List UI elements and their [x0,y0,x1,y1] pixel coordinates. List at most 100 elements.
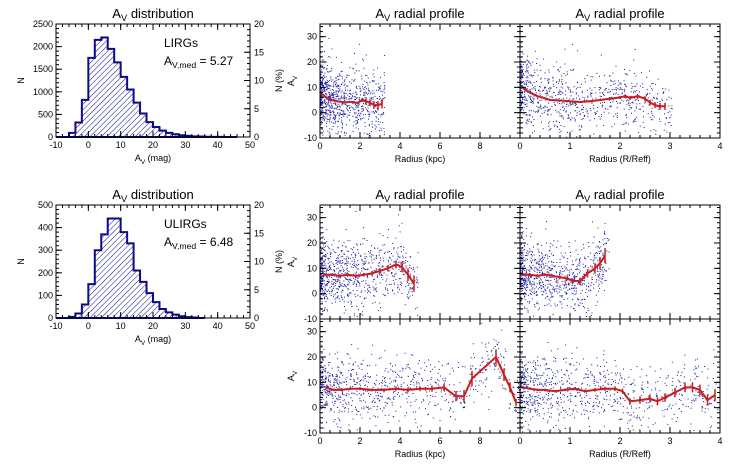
scatter-point [364,262,366,264]
scatter-point [357,122,359,124]
scatter-point [332,111,334,113]
scatter-point [381,273,383,275]
scatter-point [521,252,523,254]
scatter-point [321,279,323,281]
scatter-point [551,274,553,275]
x-axis-label: Radius (R/Reff) [589,154,651,164]
scatter-point [327,118,328,120]
scatter-point [354,112,356,114]
scatter-point [662,92,664,94]
scatter-point [356,117,358,119]
scatter-point [326,252,328,254]
scatter-point [596,301,598,303]
scatter-point [544,93,546,95]
scatter-point [363,67,365,69]
scatter-point [590,79,592,81]
scatter-point [587,307,589,309]
scatter-point [364,253,366,255]
scatter-point [344,100,346,101]
scatter-point [520,83,522,85]
scatter-point [582,108,584,110]
scatter-point [530,63,532,65]
scatter-point [334,94,336,95]
scatter-point [351,67,353,69]
scatter-point [321,82,323,84]
sample-label: ULIRGs [164,217,207,231]
scatter-point [533,283,535,285]
scatter-point [321,262,323,264]
scatter-point [339,401,341,403]
scatter-point [553,240,555,242]
scatter-point [327,245,329,247]
scatter-point [330,89,332,91]
y-tick-label: -10 [304,314,317,324]
scatter-point [322,371,324,372]
y-axis-label: N [16,77,26,84]
scatter-point [368,365,370,367]
scatter-point [352,267,354,269]
scatter-point [521,69,523,71]
scatter-point [571,273,573,275]
scatter-point [530,82,532,84]
scatter-point [323,67,325,69]
scatter-point [593,287,595,289]
scatter-point [354,72,356,74]
scatter-point [320,84,322,86]
scatter-point [356,265,358,267]
y-tick-label: 100 [38,290,53,300]
scatter-point [657,78,659,80]
scatter-point [560,91,562,92]
scatter-point [538,102,539,104]
scatter-point [585,265,587,267]
scatter-point [560,301,562,303]
scatter-point [364,122,366,124]
scatter-point [333,283,335,285]
scatter-point [584,99,585,101]
scatter-point [663,129,665,131]
scatter-point [586,316,587,317]
scatter-point [667,122,669,124]
scatter-point [576,106,578,108]
scatter-point [399,261,401,263]
scatter-point [597,259,599,261]
panel-title: AV radial profile [375,187,464,204]
scatter-point [391,272,393,274]
scatter-point [532,101,533,102]
scatter-point [328,392,330,394]
scatter-point [644,101,646,103]
scatter-point [539,267,540,269]
scatter-point [522,70,523,72]
scatter-point [525,288,526,290]
scatter-point [530,90,531,92]
scatter-point [664,113,665,115]
scatter-point [527,311,529,313]
scatter-point [538,282,540,284]
scatter-point [337,297,339,299]
scatter-point [532,99,534,101]
scatter-point [327,262,329,264]
scatter-point [557,280,559,282]
scatter-point [357,249,359,251]
x-axis-label: Radius (kpc) [395,154,446,164]
scatter-point [374,278,376,280]
scatter-point [578,125,580,127]
scatter-point [332,79,334,81]
scatter-point [367,411,369,413]
scatter-point [552,76,554,78]
scatter-point [522,71,524,72]
scatter-point [360,291,362,293]
scatter-point [522,268,524,270]
scatter-point [595,304,597,306]
scatter-point [590,259,592,261]
scatter-point [389,263,391,265]
scatter-point [330,85,331,87]
scatter-point [577,299,579,301]
scatter-point [320,286,322,288]
scatter-point [359,381,361,382]
scatter-point [525,279,527,281]
scatter-point [334,273,336,275]
scatter-point [369,287,371,289]
scatter-point [541,257,543,259]
scatter-point [333,119,335,121]
scatter-point [542,151,543,152]
